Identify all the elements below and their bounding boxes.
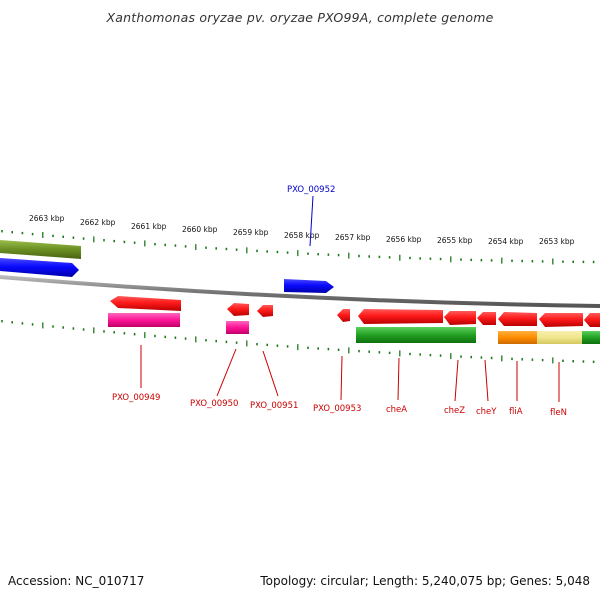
gene-pxo-00950[interactable]: [227, 303, 249, 316]
tick-label: 2663 kbp: [29, 214, 65, 223]
accession-text: Accession: NC_010717: [8, 574, 145, 588]
label-connectors: [140, 195, 560, 402]
tick-labels: 2663 kbp 2662 kbp 2661 kbp 2660 kbp 2659…: [29, 214, 575, 246]
tick-label: 2660 kbp: [182, 225, 218, 234]
gene-pxo-00953[interactable]: [337, 309, 350, 322]
gene-label-pxo-00952[interactable]: PXO_00952: [287, 185, 335, 195]
tick-label: 2657 kbp: [335, 233, 371, 242]
tick-label: 2654 kbp: [488, 237, 524, 246]
outer-tick-marks: [1, 230, 595, 265]
gene-label-chez[interactable]: cheZ: [444, 406, 465, 416]
gene-right-edge[interactable]: [584, 313, 600, 327]
gene-chez[interactable]: [444, 311, 476, 325]
gene-forward-left[interactable]: [0, 258, 79, 277]
inner-tick-marks: [1, 320, 595, 364]
orange-feature-flia[interactable]: [498, 331, 537, 344]
reverse-strand-features: [108, 296, 600, 344]
magenta-feature-pxo-00950[interactable]: [226, 321, 249, 334]
tick-label: 2656 kbp: [386, 235, 422, 244]
gene-pxo-00952[interactable]: [284, 279, 334, 293]
khaki-feature-flen[interactable]: [537, 331, 582, 344]
gene-pxo-00949[interactable]: [110, 296, 181, 311]
green-feature-right[interactable]: [582, 331, 600, 344]
gene-pxo-00951[interactable]: [257, 305, 273, 317]
genome-summary-text: Topology: circular; Length: 5,240,075 bp…: [260, 574, 590, 588]
gene-flia[interactable]: [498, 312, 537, 326]
tick-label: 2658 kbp: [284, 231, 320, 240]
forward-strand-features: [0, 240, 334, 293]
gene-label-pxo-00951[interactable]: PXO_00951: [250, 401, 298, 411]
tick-label: 2653 kbp: [539, 237, 575, 246]
gene-label-chey[interactable]: cheY: [476, 407, 497, 417]
gene-label-pxo-00950[interactable]: PXO_00950: [190, 399, 238, 409]
magenta-feature-pxo-00949[interactable]: [108, 313, 180, 327]
gene-chea[interactable]: [358, 309, 443, 324]
gene-label-flen[interactable]: fleN: [550, 408, 567, 418]
map-title: Xanthomonas oryzae pv. oryzae PXO99A, co…: [106, 10, 494, 25]
olive-feature[interactable]: [0, 240, 81, 259]
gene-label-pxo-00953[interactable]: PXO_00953: [313, 404, 361, 414]
tick-label: 2655 kbp: [437, 236, 473, 245]
green-feature-chea-chez[interactable]: [356, 327, 476, 343]
genome-backbone: [0, 275, 600, 308]
tick-label: 2662 kbp: [80, 218, 116, 227]
tick-label: 2661 kbp: [131, 222, 167, 231]
gene-flen[interactable]: [539, 313, 583, 327]
gene-label-pxo-00949[interactable]: PXO_00949: [112, 393, 160, 403]
gene-labels: PXO_00952 PXO_00949 PXO_00950 PXO_00951 …: [112, 185, 567, 418]
gene-chey[interactable]: [477, 312, 496, 325]
gene-label-chea[interactable]: cheA: [386, 405, 407, 415]
gene-label-flia[interactable]: fliA: [509, 407, 523, 417]
tick-label: 2659 kbp: [233, 228, 269, 237]
